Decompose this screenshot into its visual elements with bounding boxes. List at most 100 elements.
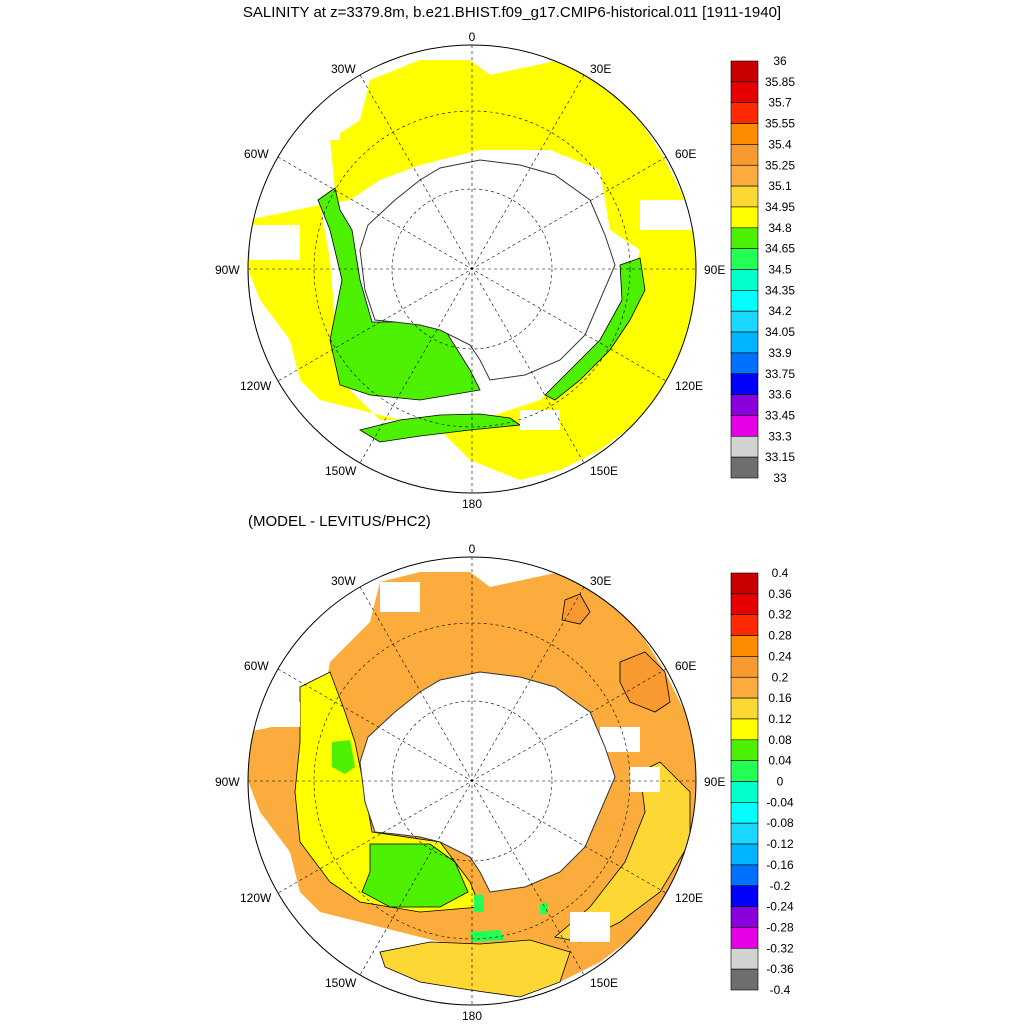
difference-colorbar-swatch [730,906,759,928]
salinity-colorbar-label: 36 [773,54,787,68]
difference-map: 0 180 90W 90E 30W 60W 30E 60E 120W 150W … [215,542,794,1023]
salinity-colorbar-label: 34.35 [765,283,795,297]
salinity-colorbar-swatch [730,164,759,187]
difference-colorbar-swatch [730,572,759,595]
salinity-colorbar-label: 33 [773,471,787,485]
difference-map-border [247,556,697,1006]
difference-colorbar-label: 0.28 [768,629,792,643]
difference-colorbar-label: -0.16 [766,858,794,872]
difference-colorbar-swatch [730,802,759,824]
difference-colorbar-swatch [730,718,759,741]
label-120e-diff: 120E [675,891,703,905]
difference-colorbar-label: 0.04 [768,754,792,768]
salinity-colorbar-label: 33.3 [768,429,792,443]
salinity-colorbar-swatch [730,248,759,270]
label-150w-diff: 150W [325,976,357,990]
label-60e-diff: 60E [675,659,696,673]
salinity-colorbar-label: 35.4 [768,137,792,151]
label-30w-diff: 30W [331,574,356,588]
difference-colorbar-swatch [730,822,759,845]
salinity-colorbar-label: 33.45 [765,408,795,422]
salinity-map: 0 180 90W 90E 30W 60W 30E 60E 120W 150W … [215,30,795,511]
label-60e: 60E [675,147,696,161]
label-180-diff: 180 [462,1009,482,1023]
salinity-colorbar-swatch [730,123,759,145]
figure-title: SALINITY at z=3379.8m, b.e21.BHIST.f09_g… [242,4,782,21]
salinity-colorbar-swatch [730,269,759,291]
difference-field-0.2-0.24-60e [619,651,671,713]
salinity-colorbar-swatch [730,373,759,395]
salinity-colorbar-label: 35.25 [765,158,795,172]
difference-colorbar-swatch [730,676,759,699]
salinity-colorbar-label: 33.15 [765,450,795,464]
salinity-colorbar-label: 35.85 [765,75,795,89]
salinity-colorbar-swatch [730,415,759,437]
difference-colorbar-label: 0.32 [768,608,792,622]
salinity-map-border [247,44,697,494]
difference-colorbar-label: 0.16 [768,691,792,705]
difference-panel-title: (MODEL - LEVITUS/PHC2) [248,513,431,530]
salinity-colorbar-label: 34.2 [768,304,792,318]
label-120w: 120W [240,379,272,393]
label-0: 0 [469,30,476,44]
salinity-colorbar-label: 33.75 [765,367,795,381]
label-150e-diff: 150E [590,976,618,990]
difference-colorbar-swatch [730,635,759,657]
difference-colorbar-label: -0.2 [770,879,791,893]
salinity-colorbar-swatch [730,227,759,249]
difference-colorbar-swatch [730,656,759,678]
difference-colorbar-label: -0.04 [766,795,794,809]
salinity-colorbar-swatch [730,185,759,208]
difference-colorbar-swatch [730,614,759,636]
difference-colorbar-label: -0.32 [766,941,794,955]
difference-field-0.2-0.24-30e [561,593,591,625]
difference-colorbar-swatch [730,947,759,970]
difference-colorbar-swatch [730,864,759,887]
difference-colorbar: 0.4 0.36 0.32 0.28 0.24 0.2 0.16 0.12 0.08 0.04 0 -… [730,566,794,997]
difference-colorbar-swatch [730,885,759,907]
label-150e: 150E [590,464,618,478]
difference-colorbar-swatch [730,760,759,782]
salinity-colorbar-swatch [730,394,759,416]
difference-colorbar-swatch [730,781,759,803]
difference-colorbar-label: 0.2 [772,670,789,684]
salinity-field-34.65-34.8-west [317,187,481,401]
difference-field-0.04-0.08-small [332,740,355,774]
antarctica-outline [359,159,616,381]
difference-colorbar-swatch [730,739,759,761]
label-150w: 150W [325,464,357,478]
difference-colorbar-label: 0.08 [768,733,792,747]
label-30e: 30E [590,62,611,76]
label-30w: 30W [331,62,356,76]
salinity-field-34.65-34.8-south [358,413,522,443]
difference-colorbar-label: -0.4 [770,983,791,997]
difference-colorbar-label: 0 [777,775,784,789]
label-0-diff: 0 [469,542,476,556]
salinity-colorbar: 36 35.85 35.7 35.55 35.4 35.25 35.1 34.95 34.8 34… [730,54,795,485]
label-60w: 60W [244,147,269,161]
difference-colorbar-label: 0.12 [768,712,792,726]
label-30e-diff: 30E [590,574,611,588]
difference-colorbar-swatch [730,593,759,615]
salinity-colorbar-swatch [730,102,759,124]
difference-colorbar-label: -0.24 [766,900,794,914]
antarctica-outline-diff [359,671,616,893]
salinity-field-34.65-34.8-east [544,257,646,401]
salinity-colorbar-swatch [730,81,759,103]
graticule [248,45,696,493]
label-60w-diff: 60W [244,659,269,673]
label-90w: 90W [215,263,240,277]
difference-colorbar-label: 0.24 [768,649,792,663]
label-90w-diff: 90W [215,775,240,789]
salinity-colorbar-swatch [730,310,759,333]
salinity-field-34.8-34.95 [248,60,696,480]
salinity-colorbar-label: 33.9 [768,346,792,360]
label-180: 180 [462,497,482,511]
salinity-colorbar-swatch [730,290,759,312]
label-120e: 120E [675,379,703,393]
label-90e: 90E [704,263,725,277]
salinity-colorbar-label: 34.65 [765,242,795,256]
difference-colorbar-swatch [730,927,759,949]
difference-field-0.04-0.08-west [361,843,469,908]
difference-colorbar-label: -0.12 [766,837,794,851]
